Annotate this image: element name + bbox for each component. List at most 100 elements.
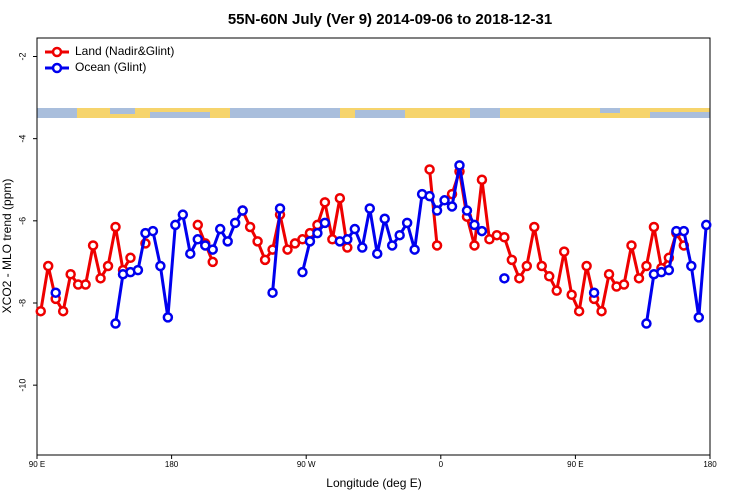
data-point (342, 242, 353, 253)
data-point (50, 287, 61, 298)
map-sea (37, 108, 77, 118)
series-line (271, 208, 282, 293)
data-point (342, 234, 353, 245)
data-point (42, 260, 54, 272)
x-axis-label: Longitude (deg E) (326, 476, 421, 490)
x-tick-label: 90 E (29, 460, 45, 469)
data-point (364, 203, 376, 214)
data-point (371, 248, 383, 259)
data-point (536, 260, 547, 272)
data-point (514, 273, 525, 284)
data-point (267, 287, 278, 298)
legend-label: Ocean (Glint) (75, 60, 146, 74)
data-point (177, 209, 189, 220)
data-point (573, 305, 585, 317)
data-point (543, 271, 555, 282)
data-point (35, 305, 46, 317)
data-point (476, 225, 488, 237)
data-point (379, 213, 390, 225)
data-point (334, 192, 346, 204)
data-point (222, 236, 233, 247)
map-sea (110, 108, 135, 114)
data-point (678, 225, 690, 237)
y-tick-label: -4 (17, 135, 27, 143)
data-point (207, 244, 218, 255)
data-point (147, 225, 159, 237)
data-point (663, 264, 675, 276)
data-point (454, 160, 465, 171)
data-point (439, 195, 450, 206)
data-point (633, 273, 645, 284)
data-point (648, 221, 660, 233)
y-tick-label: -2 (17, 52, 27, 60)
data-point (469, 219, 480, 231)
data-point (214, 223, 226, 235)
data-point (588, 287, 600, 298)
map-strip (37, 108, 710, 118)
data-point (274, 203, 286, 214)
data-point (394, 229, 405, 241)
data-point (200, 240, 211, 251)
data-point (409, 244, 420, 255)
series-line (339, 165, 483, 255)
legend: Land (Nadir&Glint) Ocean (Glint) (45, 44, 174, 74)
map-sea (150, 112, 210, 118)
data-point (484, 234, 495, 245)
data-point (357, 242, 368, 253)
data-point (641, 318, 652, 329)
x-tick-label: 90 W (297, 460, 316, 469)
data-point (469, 240, 480, 251)
legend-marker (51, 46, 63, 58)
data-point (529, 221, 540, 233)
data-point (110, 221, 121, 233)
data-point (65, 268, 76, 280)
x-tick-label: 90 E (567, 460, 583, 469)
data-point (401, 217, 413, 229)
data-point (618, 279, 630, 290)
y-tick-label: -6 (17, 217, 27, 225)
data-point (110, 318, 121, 329)
data-point (386, 240, 398, 251)
data-point (192, 234, 204, 245)
data-point (424, 190, 435, 202)
data-point (319, 197, 331, 208)
data-point (476, 174, 488, 185)
map-sea (600, 108, 620, 113)
x-tick-label: 180 (703, 460, 717, 469)
data-point (312, 227, 323, 239)
data-point (185, 248, 196, 259)
data-point (506, 254, 518, 266)
data-point (252, 236, 263, 247)
data-point (102, 260, 114, 272)
data-point (693, 312, 705, 323)
data-point (701, 219, 712, 231)
data-point (641, 260, 652, 272)
legend-label: Land (Nadir&Glint) (75, 44, 174, 58)
series-line (301, 221, 327, 273)
y-axis-label: XCO2 - MLO trend (ppm) (0, 179, 14, 314)
x-tick-label: 0 (439, 460, 444, 469)
data-point (581, 260, 592, 272)
y-tick-label: -8 (17, 299, 27, 307)
data-point (566, 289, 577, 301)
data-point (304, 236, 316, 247)
data-point (297, 266, 308, 278)
data-point (461, 205, 473, 216)
data-point (558, 246, 570, 257)
data-point (170, 219, 181, 231)
data-point (349, 223, 361, 235)
data-point (551, 285, 562, 296)
plot-frame (36, 37, 711, 456)
data-point (192, 219, 204, 231)
data-point (132, 264, 144, 276)
data-point (237, 205, 248, 216)
data-point (686, 260, 697, 272)
map-sea (470, 108, 500, 118)
data-point (424, 164, 435, 175)
x-tick-label: 180 (165, 460, 179, 469)
map-sea (355, 110, 405, 118)
data-point (431, 205, 443, 216)
data-point (125, 252, 136, 264)
data-point (282, 244, 293, 255)
